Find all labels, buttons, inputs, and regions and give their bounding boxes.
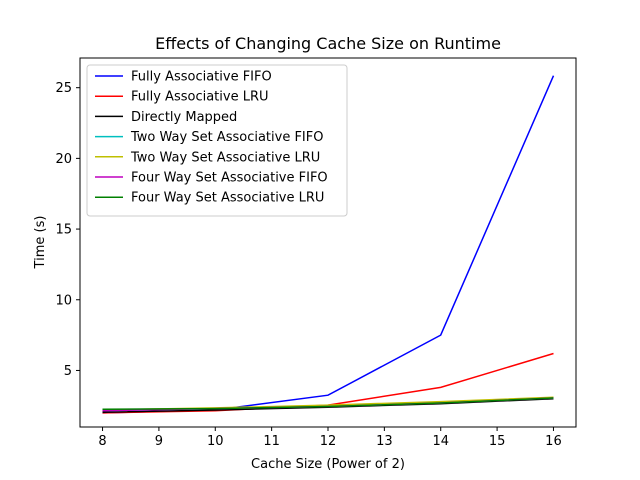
legend-box bbox=[86, 64, 348, 217]
x-axis-label: Cache Size (Power of 2) bbox=[251, 457, 405, 472]
y-tick-label: 15 bbox=[55, 223, 72, 238]
legend-label-7: Four Way Set Associative LRU bbox=[131, 191, 324, 206]
series-line-7 bbox=[102, 397, 554, 411]
y-tick-label: 5 bbox=[64, 364, 72, 379]
series-layer bbox=[102, 75, 555, 414]
x-tick-label: 8 bbox=[98, 434, 106, 449]
series-line-5 bbox=[102, 396, 554, 411]
x-axis: 8 9 10 11 12 13 14 15 16 bbox=[98, 427, 562, 449]
series-line-2 bbox=[102, 352, 554, 414]
legend-label-1: Fully Associative FIFO bbox=[131, 70, 272, 85]
y-tick-label: 25 bbox=[55, 81, 72, 96]
x-tick-label: 16 bbox=[545, 434, 562, 449]
legend: Fully Associative FIFO Fully Associative … bbox=[86, 64, 348, 217]
y-tick-label: 10 bbox=[55, 293, 72, 308]
x-tick-label: 12 bbox=[320, 434, 337, 449]
x-tick-label: 9 bbox=[155, 434, 163, 449]
y-axis-label: Time (s) bbox=[33, 216, 48, 270]
legend-label-5: Two Way Set Associative LRU bbox=[130, 150, 320, 165]
legend-label-3: Directly Mapped bbox=[131, 110, 237, 125]
x-tick-label: 14 bbox=[432, 434, 449, 449]
legend-label-6: Four Way Set Associative FIFO bbox=[131, 171, 328, 186]
x-tick-label: 11 bbox=[263, 434, 280, 449]
x-tick-label: 13 bbox=[376, 434, 393, 449]
y-tick-label: 20 bbox=[55, 152, 72, 167]
legend-label-4: Two Way Set Associative FIFO bbox=[130, 130, 323, 145]
y-axis: 5 10 15 20 25 bbox=[55, 81, 80, 379]
legend-label-2: Fully Associative LRU bbox=[131, 90, 269, 105]
x-tick-label: 10 bbox=[207, 434, 224, 449]
chart-title: Effects of Changing Cache Size on Runtim… bbox=[155, 34, 501, 53]
x-tick-label: 15 bbox=[489, 434, 506, 449]
